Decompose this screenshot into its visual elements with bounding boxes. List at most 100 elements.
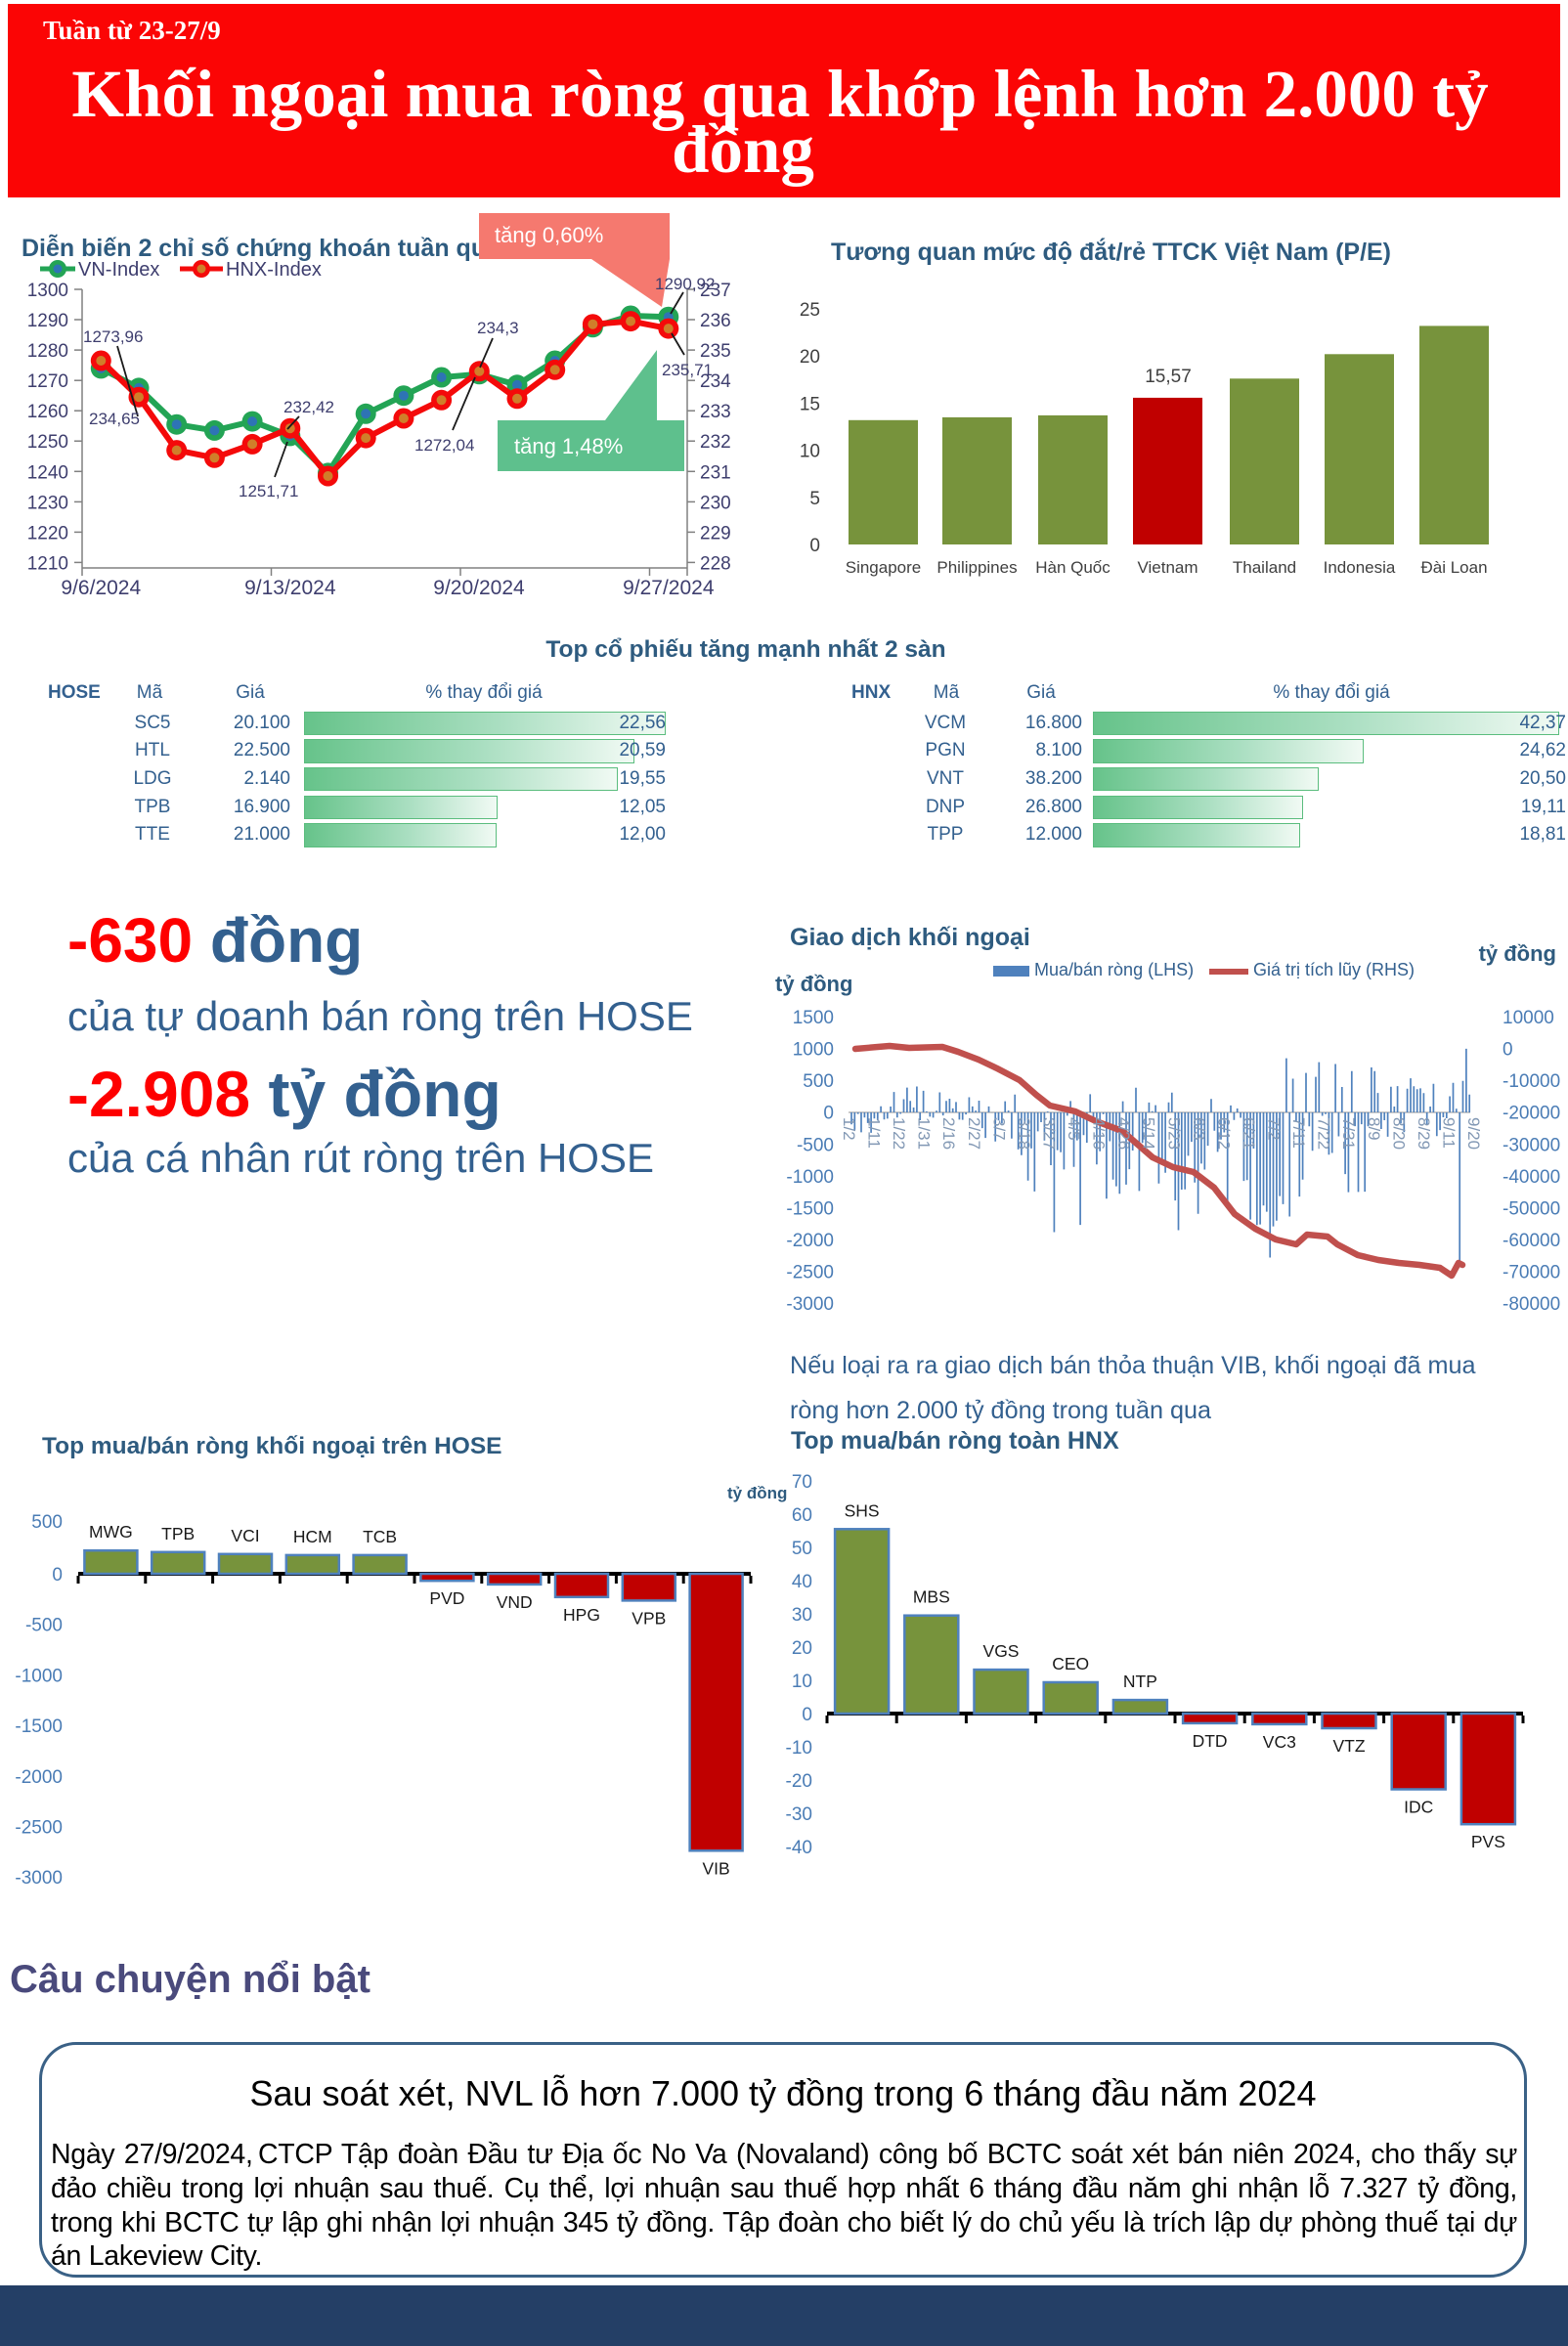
svg-text:tăng 1,48%: tăng 1,48% [514,434,623,458]
svg-text:50: 50 [792,1539,812,1559]
svg-text:236: 236 [700,311,731,331]
svg-text:-60000: -60000 [1503,1231,1560,1251]
svg-text:Thailand: Thailand [1233,558,1296,577]
svg-text:1220: 1220 [27,523,68,543]
svg-text:9/11: 9/11 [1439,1117,1458,1149]
svg-text:VGS: VGS [983,1641,1020,1661]
svg-text:8/29: 8/29 [1415,1117,1433,1150]
svg-text:1272,04: 1272,04 [414,436,474,455]
svg-text:0: 0 [809,536,820,556]
svg-text:15: 15 [800,394,820,414]
svg-text:2/16: 2/16 [939,1117,958,1150]
svg-text:Vietnam: Vietnam [1137,558,1198,577]
svg-text:1290,92: 1290,92 [655,275,715,293]
svg-text:3/7: 3/7 [989,1117,1008,1141]
svg-text:-80000: -80000 [1503,1294,1560,1315]
svg-text:500: 500 [803,1071,834,1092]
svg-text:234,3: 234,3 [477,319,519,337]
svg-text:237: 237 [700,281,731,301]
svg-text:-70000: -70000 [1503,1263,1560,1283]
svg-text:Singapore: Singapore [846,558,922,577]
svg-text:-1500: -1500 [15,1716,63,1737]
svg-text:Top mua/bán ròng khối ngoại tr: Top mua/bán ròng khối ngoại trên HOSE [42,1433,502,1459]
svg-text:8/20: 8/20 [1389,1117,1408,1150]
svg-text:1500: 1500 [793,1008,834,1028]
svg-text:10: 10 [792,1672,812,1692]
svg-text:Giá trị tích lũy (RHS): Giá trị tích lũy (RHS) [1253,960,1415,979]
svg-text:1280: 1280 [27,341,68,362]
svg-text:VND: VND [497,1592,533,1612]
svg-text:20: 20 [800,347,820,368]
svg-text:5/14: 5/14 [1140,1117,1158,1150]
svg-text:tăng 0,60%: tăng 0,60% [495,223,603,247]
svg-text:HNX-Index: HNX-Index [226,259,322,281]
svg-text:7/31: 7/31 [1339,1117,1358,1150]
svg-text:9/20: 9/20 [1464,1117,1483,1150]
svg-text:-2000: -2000 [786,1231,834,1251]
svg-text:-2500: -2500 [15,1818,63,1839]
svg-text:9/6/2024: 9/6/2024 [61,577,141,599]
svg-text:MWG: MWG [89,1522,133,1542]
svg-text:0: 0 [52,1565,63,1586]
svg-text:1000: 1000 [793,1040,834,1061]
svg-text:233: 233 [700,402,731,422]
svg-text:40: 40 [792,1572,812,1592]
svg-text:0: 0 [802,1705,812,1725]
svg-text:VC3: VC3 [1263,1732,1296,1752]
svg-text:70: 70 [792,1472,812,1493]
svg-text:Indonesia: Indonesia [1324,558,1396,577]
svg-text:-10: -10 [786,1738,812,1759]
svg-text:234: 234 [700,371,731,392]
svg-text:228: 228 [700,553,731,574]
svg-text:-2000: -2000 [15,1767,63,1788]
svg-text:-30: -30 [786,1804,812,1825]
svg-text:1250: 1250 [27,432,68,453]
svg-text:SHS: SHS [845,1500,880,1520]
svg-text:8/9: 8/9 [1365,1117,1383,1141]
svg-text:7/22: 7/22 [1315,1117,1333,1150]
svg-text:1260: 1260 [27,402,68,422]
svg-text:235,71: 235,71 [662,361,713,379]
svg-text:230: 230 [700,493,731,513]
svg-text:5: 5 [809,489,820,509]
svg-text:1300: 1300 [27,281,68,301]
svg-text:VCI: VCI [231,1526,259,1545]
svg-text:1251,71: 1251,71 [239,482,298,500]
svg-text:Giao dịch khối ngoại: Giao dịch khối ngoại [790,924,1030,951]
svg-text:-1000: -1000 [15,1666,63,1686]
svg-text:235: 235 [700,341,731,362]
svg-text:0: 0 [1503,1040,1513,1061]
svg-text:234,65: 234,65 [89,410,140,428]
svg-text:231: 231 [700,462,731,483]
svg-text:-30000: -30000 [1503,1135,1560,1155]
svg-text:5/23: 5/23 [1164,1117,1183,1150]
svg-text:Mua/bán ròng (LHS): Mua/bán ròng (LHS) [1034,960,1194,979]
svg-text:DTD: DTD [1193,1731,1228,1751]
svg-text:6/12: 6/12 [1214,1117,1233,1150]
svg-text:1/31: 1/31 [915,1117,934,1150]
svg-text:25: 25 [800,300,820,321]
svg-text:-50000: -50000 [1503,1198,1560,1219]
svg-text:Top mua/bán ròng toàn HNX: Top mua/bán ròng toàn HNX [791,1427,1119,1455]
svg-text:1/22: 1/22 [890,1117,908,1150]
svg-text:1270: 1270 [27,371,68,392]
svg-text:Hàn Quốc: Hàn Quốc [1035,558,1111,577]
svg-text:VN-Index: VN-Index [78,259,159,281]
svg-text:tỷ đồng: tỷ đồng [1479,941,1556,966]
svg-text:6/3: 6/3 [1190,1117,1208,1141]
svg-text:4/26: 4/26 [1114,1117,1133,1150]
svg-text:MBS: MBS [913,1587,950,1607]
svg-text:1/11: 1/11 [865,1117,884,1149]
svg-text:NTP: NTP [1123,1672,1157,1691]
svg-text:15,57: 15,57 [1145,367,1192,387]
svg-text:-20000: -20000 [1503,1104,1560,1124]
svg-text:9/20/2024: 9/20/2024 [433,577,525,599]
svg-text:10000: 10000 [1503,1008,1554,1028]
svg-text:9/13/2024: 9/13/2024 [244,577,336,599]
svg-text:3/18: 3/18 [1015,1117,1033,1150]
svg-text:CEO: CEO [1052,1654,1089,1673]
svg-text:-3000: -3000 [15,1868,63,1889]
svg-text:500: 500 [31,1512,63,1533]
svg-text:-500: -500 [25,1616,63,1636]
svg-text:-1500: -1500 [786,1198,834,1219]
